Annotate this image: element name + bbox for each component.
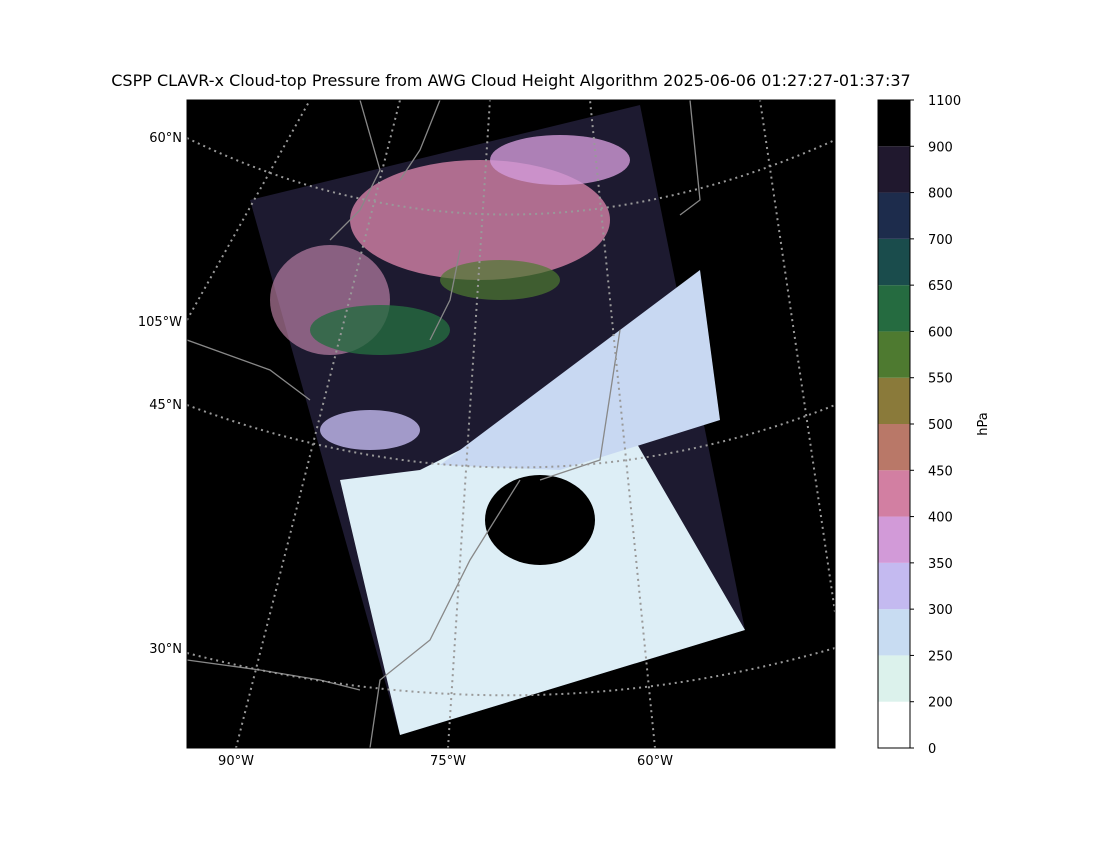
colorbar-tick-label: 600 bbox=[928, 325, 953, 340]
colorbar-tick-label: 0 bbox=[928, 742, 936, 757]
colorbar-tick-label: 500 bbox=[928, 418, 953, 433]
colorbar-segment bbox=[878, 146, 910, 193]
colorbar-tick-label: 650 bbox=[928, 279, 953, 294]
map-frame bbox=[186, 99, 836, 749]
lat-label: 30°N bbox=[149, 642, 182, 657]
cloud-mid bbox=[440, 260, 560, 300]
colorbar-tick-label: 1100 bbox=[928, 94, 961, 109]
colorbar-tick-label: 400 bbox=[928, 511, 953, 526]
colorbar-segment bbox=[878, 285, 910, 332]
colorbar-segment bbox=[878, 192, 910, 239]
cloud-high bbox=[350, 160, 610, 280]
colorbar-label: hPa bbox=[976, 412, 991, 435]
colorbar-tick-label: 300 bbox=[928, 603, 953, 618]
colorbar-tick-label: 800 bbox=[928, 187, 953, 202]
colorbar-segment bbox=[878, 516, 910, 563]
colorbar-segment bbox=[878, 655, 910, 702]
colorbar-segment bbox=[878, 470, 910, 517]
lat-label: 60°N bbox=[149, 131, 182, 146]
colorbar-segment bbox=[878, 238, 910, 286]
lon-label: 90°W bbox=[218, 754, 254, 769]
coastline bbox=[187, 100, 701, 748]
colorbar-segment bbox=[878, 331, 910, 378]
lat-label: 45°N bbox=[149, 398, 182, 413]
colorbar-tick-label: 550 bbox=[928, 372, 953, 387]
colorbar-segment bbox=[878, 562, 910, 610]
map-title: CSPP CLAVR-x Cloud-top Pressure from AWG… bbox=[111, 71, 910, 90]
cloud-mid bbox=[310, 305, 450, 355]
colorbar-tick-label: 700 bbox=[928, 233, 953, 248]
colorbar-segment bbox=[878, 100, 910, 147]
colorbar-segment bbox=[878, 701, 910, 748]
lon-label: 105°W bbox=[138, 315, 182, 330]
cloud-high bbox=[490, 135, 630, 185]
cloud-mid bbox=[320, 410, 420, 450]
map-area bbox=[187, 100, 835, 748]
colorbar-tick-label: 200 bbox=[928, 696, 953, 711]
graticule bbox=[187, 100, 835, 748]
colorbar-segment bbox=[878, 609, 910, 656]
colorbar-segment bbox=[878, 424, 910, 471]
colorbar-tick-label: 900 bbox=[928, 140, 953, 155]
colorbar-segment bbox=[878, 377, 910, 424]
lon-label: 75°W bbox=[430, 754, 466, 769]
colorbar-tick-label: 250 bbox=[928, 649, 953, 664]
colorbar-tick-label: 350 bbox=[928, 557, 953, 572]
cloud-band bbox=[440, 270, 720, 470]
colorbar-tick-label: 450 bbox=[928, 464, 953, 479]
lon-label: 60°W bbox=[637, 754, 673, 769]
clear-sky bbox=[485, 475, 595, 565]
